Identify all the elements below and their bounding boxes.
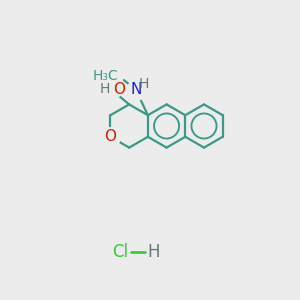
Text: Cl: Cl — [112, 243, 128, 261]
Text: H: H — [148, 243, 160, 261]
Text: O: O — [114, 82, 126, 97]
Text: H: H — [139, 77, 149, 91]
Text: N: N — [130, 82, 142, 97]
Text: H: H — [99, 82, 110, 96]
Text: O: O — [104, 129, 116, 144]
Text: H₃C: H₃C — [92, 69, 118, 82]
